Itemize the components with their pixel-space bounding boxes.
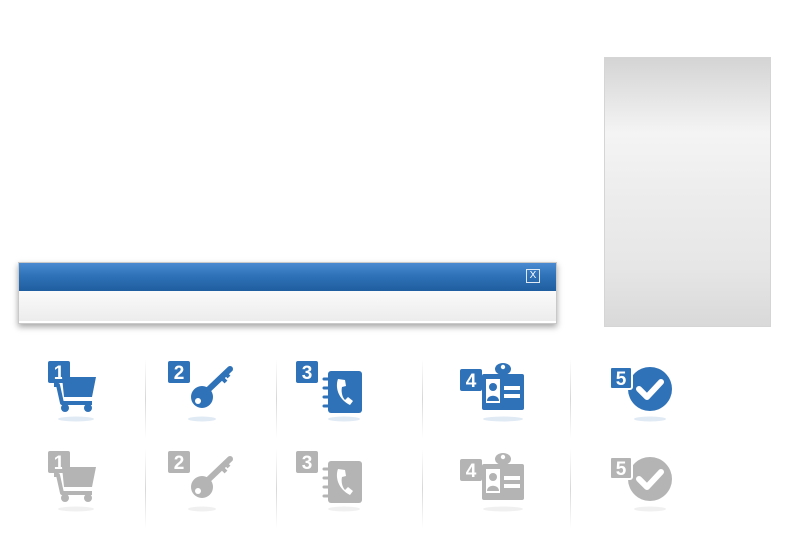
id-badge-icon: 4 bbox=[460, 363, 524, 422]
step-2-key-disabled: 2 bbox=[166, 445, 256, 525]
address-book-icon: 3 bbox=[296, 451, 362, 512]
modal-dialog: X bbox=[18, 262, 557, 324]
step-divider bbox=[276, 449, 277, 529]
step-1-cart[interactable]: 1 bbox=[46, 355, 136, 435]
step-number: 3 bbox=[302, 363, 313, 384]
step-5-confirm[interactable]: 5 bbox=[608, 355, 698, 435]
step-3-address-book-disabled: 3 bbox=[294, 445, 384, 525]
step-divider bbox=[570, 359, 571, 439]
step-number: 2 bbox=[174, 363, 185, 384]
side-panel bbox=[604, 57, 771, 327]
step-4-id-badge[interactable]: 4 bbox=[458, 355, 548, 435]
step-4-id-badge-disabled: 4 bbox=[458, 445, 548, 525]
key-icon: 2 bbox=[168, 451, 233, 512]
step-1-cart-disabled: 1 bbox=[46, 445, 136, 525]
steps-row-inactive: 1 2 3 bbox=[0, 445, 808, 535]
dialog-body bbox=[19, 291, 556, 321]
dialog-header: X bbox=[19, 263, 556, 291]
address-book-icon: 3 bbox=[296, 361, 362, 422]
step-divider bbox=[145, 359, 146, 439]
step-number: 5 bbox=[616, 459, 627, 480]
checkmark-circle-icon: 5 bbox=[609, 366, 672, 422]
step-number: 4 bbox=[466, 371, 477, 392]
step-2-key[interactable]: 2 bbox=[166, 355, 256, 435]
step-number: 3 bbox=[302, 453, 313, 474]
step-number: 1 bbox=[54, 453, 65, 474]
shopping-cart-icon: 1 bbox=[48, 361, 96, 422]
step-divider bbox=[570, 449, 571, 529]
step-divider bbox=[422, 449, 423, 529]
step-divider bbox=[276, 359, 277, 439]
steps-row-active: 1 2 3 bbox=[0, 355, 808, 445]
step-divider bbox=[145, 449, 146, 529]
close-button[interactable]: X bbox=[526, 269, 540, 283]
key-icon: 2 bbox=[168, 361, 233, 422]
step-number: 4 bbox=[466, 461, 477, 482]
step-number: 2 bbox=[174, 453, 185, 474]
step-number: 5 bbox=[616, 369, 627, 390]
step-number: 1 bbox=[54, 363, 65, 384]
step-3-address-book[interactable]: 3 bbox=[294, 355, 384, 435]
checkmark-circle-icon: 5 bbox=[609, 456, 672, 512]
step-5-confirm-disabled: 5 bbox=[608, 445, 698, 525]
shopping-cart-icon: 1 bbox=[48, 451, 96, 512]
step-divider bbox=[422, 359, 423, 439]
id-badge-icon: 4 bbox=[460, 453, 524, 512]
